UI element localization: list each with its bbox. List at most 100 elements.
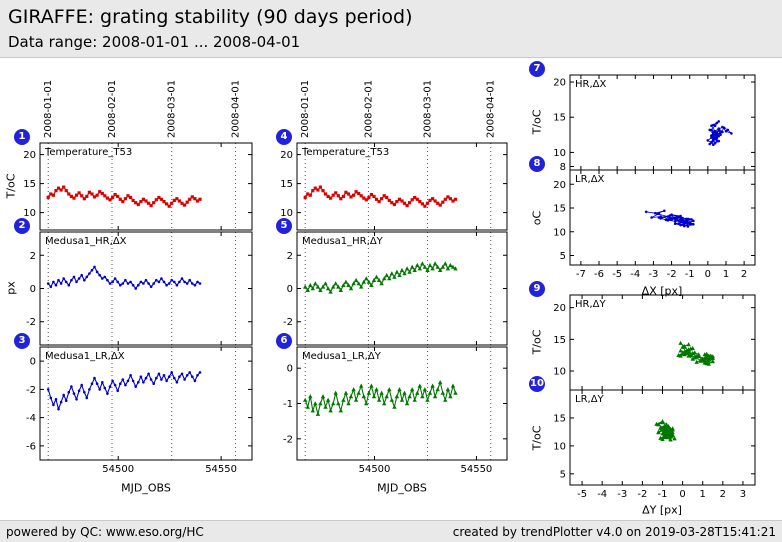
svg-text:Medusa1_LR,ΔX: Medusa1_LR,ΔX bbox=[45, 351, 125, 362]
ylabel-lr-dy: T/oC bbox=[530, 425, 544, 451]
svg-text:-4: -4 bbox=[26, 413, 36, 424]
svg-text:15: 15 bbox=[280, 179, 293, 190]
svg-text:2008-03-01: 2008-03-01 bbox=[423, 80, 434, 138]
svg-text:HR,ΔX: HR,ΔX bbox=[575, 79, 606, 90]
svg-text:2: 2 bbox=[720, 489, 726, 500]
svg-text:-2: -2 bbox=[26, 385, 36, 396]
svg-text:54550: 54550 bbox=[205, 464, 237, 475]
svg-text:2008-04-01: 2008-04-01 bbox=[486, 80, 497, 138]
svg-text:15: 15 bbox=[553, 413, 566, 424]
svg-text:20: 20 bbox=[553, 303, 566, 314]
svg-text:10: 10 bbox=[553, 367, 566, 378]
svg-text:10: 10 bbox=[23, 208, 36, 219]
panel-10-badge: 10 bbox=[529, 376, 545, 392]
panel-9: 10 15 20 HR,ΔY bbox=[553, 294, 756, 391]
svg-text:-4: -4 bbox=[630, 269, 640, 280]
svg-text:20: 20 bbox=[553, 78, 566, 89]
panel-6-badge: 6 bbox=[276, 333, 292, 349]
svg-text:-2: -2 bbox=[667, 269, 677, 280]
svg-text:-2: -2 bbox=[283, 317, 293, 328]
svg-text:LR,ΔX: LR,ΔX bbox=[575, 174, 605, 185]
svg-text:15: 15 bbox=[553, 335, 566, 346]
ylabel-temperature-left: T/oC bbox=[4, 173, 18, 199]
svg-text:-1: -1 bbox=[685, 269, 695, 280]
svg-text:2008-01-01: 2008-01-01 bbox=[43, 80, 54, 138]
svg-text:0: 0 bbox=[679, 489, 685, 500]
time-column-left: 2008-01-01 2008-02-01 2008-03-01 2008-04-01… bbox=[23, 80, 253, 475]
svg-text:-1: -1 bbox=[283, 399, 293, 410]
ylabel-hr-dx: T/oC bbox=[530, 109, 544, 135]
xlabel-delta-x: ΔX [px] bbox=[641, 284, 683, 298]
panel-7-badge: 7 bbox=[529, 61, 545, 77]
panel-6: -2 -1 0 Medusa1_LR,ΔY bbox=[283, 346, 508, 461]
svg-text:2: 2 bbox=[30, 251, 36, 262]
panel-8-badge: 8 bbox=[529, 156, 545, 172]
panel-2-badge: 2 bbox=[14, 218, 30, 234]
svg-text:-6: -6 bbox=[594, 269, 604, 280]
svg-text:20: 20 bbox=[280, 150, 293, 161]
footer-powered-by: powered by QC: www.eso.org/HC bbox=[6, 524, 204, 539]
xlabel-mjd-left: MJD_OBS bbox=[121, 481, 171, 495]
footer-created-by: created by trendPlotter v4.0 on 2019-03-… bbox=[452, 524, 776, 539]
svg-text:2: 2 bbox=[741, 269, 747, 280]
panel-5: -2 0 2 Medusa1_HR,ΔY bbox=[283, 231, 508, 346]
panel-4-badge: 4 bbox=[276, 129, 292, 145]
svg-text:Temperature_T53: Temperature_T53 bbox=[301, 147, 389, 158]
svg-text:8: 8 bbox=[560, 162, 566, 173]
svg-text:Medusa1_LR,ΔY: Medusa1_LR,ΔY bbox=[302, 351, 382, 362]
svg-text:LR,ΔY: LR,ΔY bbox=[575, 394, 605, 405]
time-column-middle: 2008-01-01 2008-02-01 2008-03-01 2008-04-01… bbox=[280, 80, 508, 475]
panel-7: 8 10 15 20 HR,ΔX bbox=[553, 74, 756, 173]
panel-8: 5 10 15 20 LR,ΔX bbox=[553, 169, 756, 266]
panel-9-badge: 9 bbox=[529, 281, 545, 297]
svg-text:0: 0 bbox=[30, 284, 36, 295]
ylabel-hr-dy: T/oC bbox=[530, 329, 544, 355]
svg-text:-2: -2 bbox=[637, 489, 647, 500]
svg-text:3: 3 bbox=[740, 489, 746, 500]
svg-text:5: 5 bbox=[560, 469, 566, 480]
svg-text:-6: -6 bbox=[26, 441, 36, 452]
svg-text:-3: -3 bbox=[648, 269, 658, 280]
ylabel-px-left: px bbox=[4, 281, 18, 295]
svg-text:54550: 54550 bbox=[460, 464, 492, 475]
svg-text:5: 5 bbox=[560, 251, 566, 262]
svg-text:0: 0 bbox=[30, 357, 36, 368]
panel-1: 10 15 20 Temperature_T53 bbox=[23, 142, 253, 231]
svg-text:-3: -3 bbox=[617, 489, 627, 500]
svg-text:10: 10 bbox=[553, 441, 566, 452]
svg-text:1: 1 bbox=[723, 269, 729, 280]
svg-text:2008-02-01: 2008-02-01 bbox=[107, 80, 118, 138]
svg-text:2008-02-01: 2008-02-01 bbox=[363, 80, 374, 138]
svg-text:Medusa1_HR,ΔX: Medusa1_HR,ΔX bbox=[45, 236, 127, 247]
svg-text:-4: -4 bbox=[597, 489, 607, 500]
svg-text:15: 15 bbox=[553, 113, 566, 124]
svg-text:15: 15 bbox=[23, 179, 36, 190]
svg-text:10: 10 bbox=[553, 148, 566, 159]
svg-text:-7: -7 bbox=[576, 269, 586, 280]
xlabel-delta-y: ΔY [px] bbox=[642, 503, 682, 517]
svg-text:15: 15 bbox=[553, 204, 566, 215]
svg-text:0: 0 bbox=[287, 284, 293, 295]
panel-2: -2 0 2 Medusa1_HR,ΔX bbox=[26, 231, 253, 346]
svg-text:-5: -5 bbox=[612, 269, 622, 280]
svg-text:10: 10 bbox=[553, 227, 566, 238]
panel-10: 5 10 15 LR,ΔY bbox=[553, 389, 756, 486]
svg-text:2: 2 bbox=[287, 251, 293, 262]
panel-1-badge: 1 bbox=[14, 129, 30, 145]
svg-text:54500: 54500 bbox=[102, 464, 134, 475]
svg-text:Temperature_T53: Temperature_T53 bbox=[44, 147, 132, 158]
svg-text:0: 0 bbox=[705, 269, 711, 280]
svg-text:1: 1 bbox=[700, 489, 706, 500]
header: GIRAFFE: grating stability (90 days peri… bbox=[0, 0, 782, 58]
footer: powered by QC: www.eso.org/HC created by… bbox=[0, 520, 782, 542]
ylabel-lr-dx: oC bbox=[530, 210, 544, 226]
svg-text:HR,ΔY: HR,ΔY bbox=[575, 299, 606, 310]
svg-text:2008-04-01: 2008-04-01 bbox=[231, 80, 242, 138]
svg-text:20: 20 bbox=[23, 150, 36, 161]
plot-area: 2008-01-01 2008-02-01 2008-03-01 2008-04-01… bbox=[0, 58, 782, 520]
date-range: Data range: 2008-01-01 ... 2008-04-01 bbox=[8, 33, 301, 51]
svg-text:-2: -2 bbox=[283, 434, 293, 445]
svg-text:-1: -1 bbox=[658, 489, 668, 500]
svg-text:2008-01-01: 2008-01-01 bbox=[300, 80, 311, 138]
